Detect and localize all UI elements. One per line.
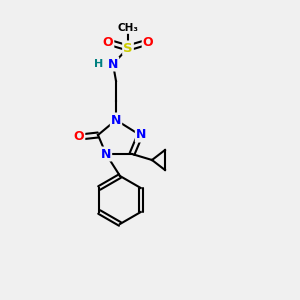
Text: H: H (94, 59, 103, 69)
Text: S: S (123, 41, 133, 55)
Text: N: N (111, 113, 121, 127)
Text: N: N (136, 128, 146, 142)
Text: O: O (143, 35, 153, 49)
Text: CH₃: CH₃ (118, 23, 139, 33)
Text: O: O (74, 130, 84, 143)
Text: O: O (103, 35, 113, 49)
Text: N: N (108, 58, 118, 70)
Text: N: N (101, 148, 111, 160)
